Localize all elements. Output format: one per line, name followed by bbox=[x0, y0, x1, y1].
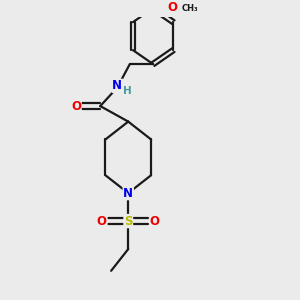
Text: H: H bbox=[123, 86, 132, 96]
Text: O: O bbox=[71, 100, 81, 112]
Text: N: N bbox=[112, 80, 122, 92]
Text: S: S bbox=[124, 214, 133, 228]
Text: O: O bbox=[167, 1, 177, 14]
Text: O: O bbox=[97, 214, 107, 228]
Text: CH₃: CH₃ bbox=[182, 4, 198, 13]
Text: O: O bbox=[150, 214, 160, 228]
Text: N: N bbox=[123, 187, 133, 200]
